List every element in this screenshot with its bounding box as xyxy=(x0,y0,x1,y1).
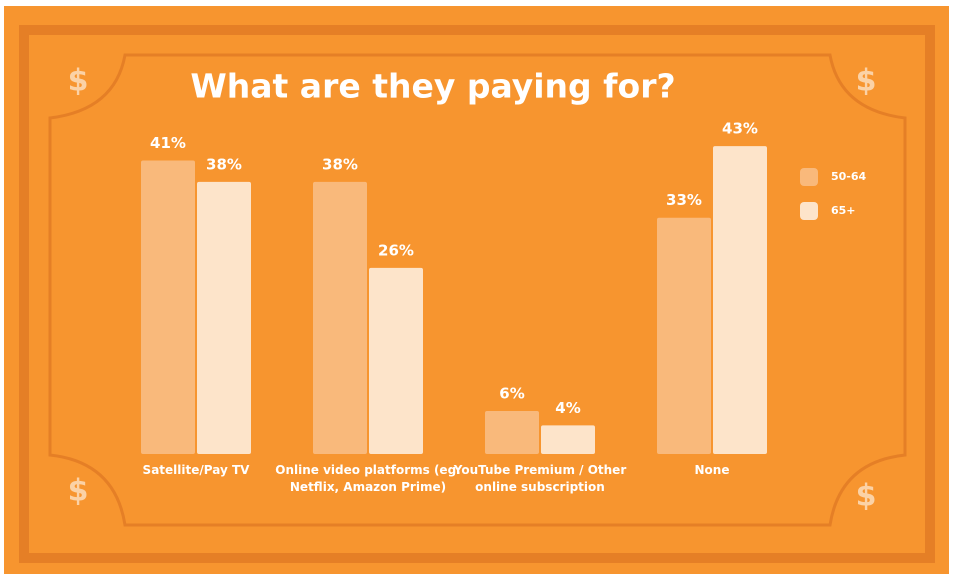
x-tick-label: None xyxy=(694,463,730,477)
dollar-icon: $ xyxy=(856,64,877,99)
dollar-icon: $ xyxy=(68,474,89,509)
frame xyxy=(19,25,935,563)
data-label: 38% xyxy=(322,155,358,173)
x-tick-label: Satellite/Pay TV xyxy=(142,463,250,477)
data-label: 41% xyxy=(150,134,186,152)
x-tick-label: YouTube Premium / Other online subscript… xyxy=(453,463,627,494)
bar xyxy=(485,411,539,454)
data-label: 26% xyxy=(378,241,414,259)
data-label: 4% xyxy=(555,399,580,417)
x-tick-label: Online video platforms (eg. Netflix, Ama… xyxy=(275,463,461,494)
legend-label: 65+ xyxy=(831,204,856,217)
data-label: 38% xyxy=(206,155,242,173)
bar xyxy=(541,425,595,454)
legend-swatch xyxy=(800,202,818,220)
data-label: 6% xyxy=(499,385,524,403)
legend-swatch xyxy=(800,168,818,186)
chart-title: What are they paying for? xyxy=(190,67,675,106)
dollar-icon: $ xyxy=(68,64,89,99)
bar xyxy=(197,181,251,455)
bar xyxy=(369,267,423,454)
bar xyxy=(713,146,767,454)
data-label: 43% xyxy=(722,120,758,138)
inner-frame xyxy=(48,53,907,527)
bar xyxy=(657,217,711,454)
legend-label: 50-64 xyxy=(831,170,867,183)
bar xyxy=(141,160,195,454)
data-label: 33% xyxy=(666,191,702,209)
dollar-icon: $ xyxy=(856,479,877,514)
bar xyxy=(313,181,367,455)
